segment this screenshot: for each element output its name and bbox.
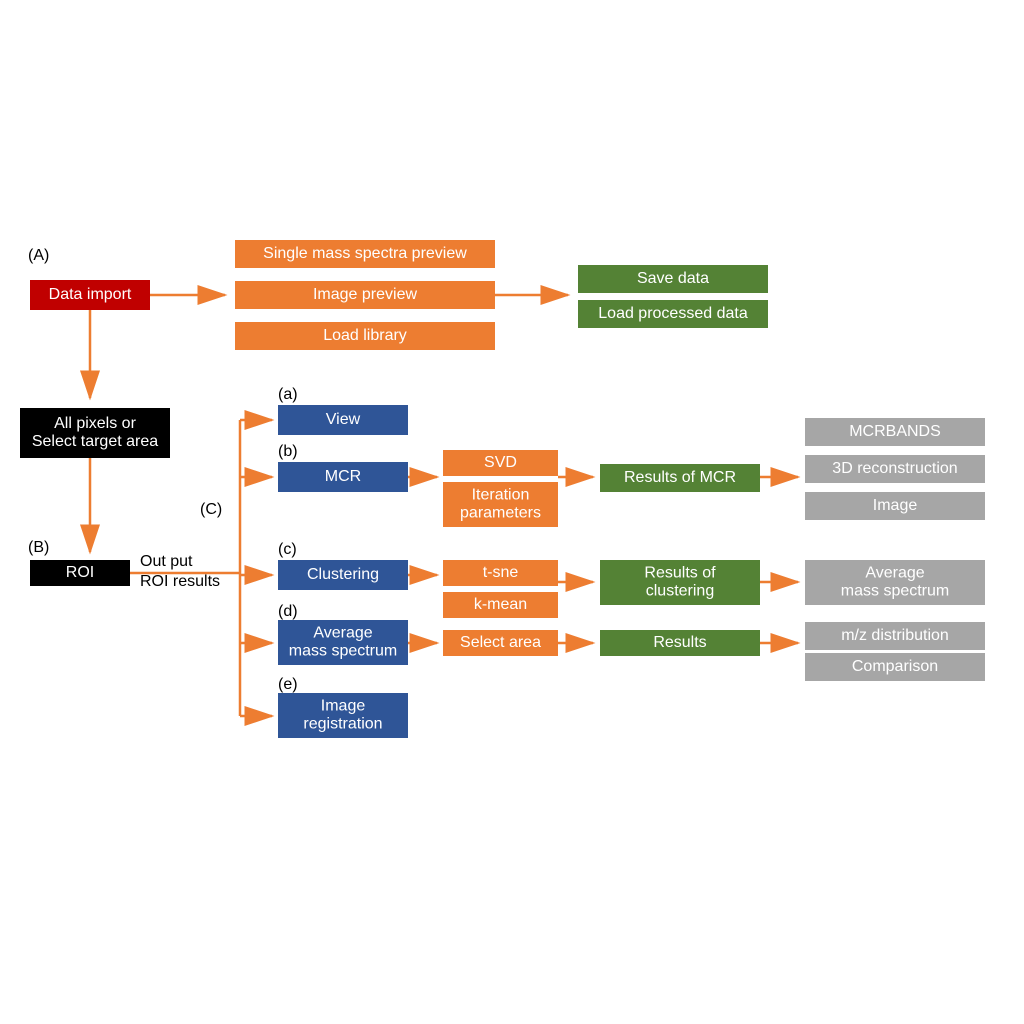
node-load_processed: Load processed data bbox=[578, 300, 768, 328]
svg-text:3D reconstruction: 3D reconstruction bbox=[832, 460, 957, 477]
svg-text:Results of: Results of bbox=[644, 565, 716, 582]
node-roi: ROI bbox=[30, 560, 130, 586]
node-comparison: Comparison bbox=[805, 653, 985, 681]
svg-text:Image preview: Image preview bbox=[313, 286, 417, 303]
svg-text:clustering: clustering bbox=[646, 583, 714, 600]
node-tsne: t-sne bbox=[443, 560, 558, 586]
label-a: (a) bbox=[278, 386, 298, 403]
svg-text:Results: Results bbox=[653, 634, 706, 651]
svg-text:Load processed data: Load processed data bbox=[598, 305, 748, 322]
svg-text:All pixels or: All pixels or bbox=[54, 415, 136, 432]
svg-text:SVD: SVD bbox=[484, 454, 517, 471]
svg-text:ROI: ROI bbox=[66, 564, 94, 581]
svg-text:registration: registration bbox=[303, 716, 382, 733]
node-view: View bbox=[278, 405, 408, 435]
node-clustering: Clustering bbox=[278, 560, 408, 590]
node-results: Results bbox=[600, 630, 760, 656]
svg-text:t-sne: t-sne bbox=[483, 564, 519, 581]
svg-text:Select area: Select area bbox=[460, 634, 541, 651]
node-avg_ms: Averagemass spectrum bbox=[278, 620, 408, 665]
svg-text:Data import: Data import bbox=[49, 286, 132, 303]
node-image_preview: Image preview bbox=[235, 281, 495, 309]
label-output: Out put bbox=[140, 553, 193, 570]
node-data_import: Data import bbox=[30, 280, 150, 310]
node-load_library: Load library bbox=[235, 322, 495, 350]
svg-text:Image: Image bbox=[321, 698, 366, 715]
node-mz_dist: m/z distribution bbox=[805, 622, 985, 650]
svg-text:Iteration: Iteration bbox=[472, 487, 530, 504]
node-all_pixels: All pixels orSelect target area bbox=[20, 408, 170, 458]
flowchart-diagram: Data import All pixels orSelect target ar… bbox=[0, 0, 1024, 1024]
svg-text:Comparison: Comparison bbox=[852, 658, 938, 675]
label-e: (e) bbox=[278, 676, 298, 693]
label-roi_results: ROI results bbox=[140, 573, 220, 590]
node-iter_params: Iterationparameters bbox=[443, 482, 558, 527]
svg-text:mass spectrum: mass spectrum bbox=[841, 583, 949, 600]
svg-text:MCR: MCR bbox=[325, 468, 361, 485]
svg-text:k-mean: k-mean bbox=[474, 596, 527, 613]
node-svd: SVD bbox=[443, 450, 558, 476]
label-B: (B) bbox=[28, 539, 49, 556]
svg-text:View: View bbox=[326, 411, 361, 428]
svg-text:Single mass spectra preview: Single mass spectra preview bbox=[263, 245, 467, 262]
node-reconstruct3d: 3D reconstruction bbox=[805, 455, 985, 483]
label-C: (C) bbox=[200, 501, 222, 518]
svg-text:Select target area: Select target area bbox=[32, 433, 158, 450]
svg-text:Results of MCR: Results of MCR bbox=[624, 469, 736, 486]
svg-text:mass spectrum: mass spectrum bbox=[289, 643, 397, 660]
node-kmean: k-mean bbox=[443, 592, 558, 618]
node-save_data: Save data bbox=[578, 265, 768, 293]
node-image_reg: Imageregistration bbox=[278, 693, 408, 738]
label-A: (A) bbox=[28, 247, 49, 264]
node-avg_ms_out: Averagemass spectrum bbox=[805, 560, 985, 605]
node-image_out: Image bbox=[805, 492, 985, 520]
node-single_preview: Single mass spectra preview bbox=[235, 240, 495, 268]
svg-text:Average: Average bbox=[865, 565, 924, 582]
label-d: (d) bbox=[278, 603, 298, 620]
node-select_area: Select area bbox=[443, 630, 558, 656]
svg-text:parameters: parameters bbox=[460, 505, 541, 522]
node-results_mcr: Results of MCR bbox=[600, 464, 760, 492]
node-results_clust: Results ofclustering bbox=[600, 560, 760, 605]
label-b: (b) bbox=[278, 443, 298, 460]
svg-text:Average: Average bbox=[313, 625, 372, 642]
svg-text:m/z distribution: m/z distribution bbox=[841, 627, 949, 644]
svg-text:Save data: Save data bbox=[637, 270, 709, 287]
node-mcrbands: MCRBANDS bbox=[805, 418, 985, 446]
svg-text:Clustering: Clustering bbox=[307, 566, 379, 583]
svg-text:Image: Image bbox=[873, 497, 918, 514]
label-c: (c) bbox=[278, 541, 297, 558]
node-mcr: MCR bbox=[278, 462, 408, 492]
svg-text:MCRBANDS: MCRBANDS bbox=[849, 423, 941, 440]
svg-text:Load library: Load library bbox=[323, 327, 407, 344]
